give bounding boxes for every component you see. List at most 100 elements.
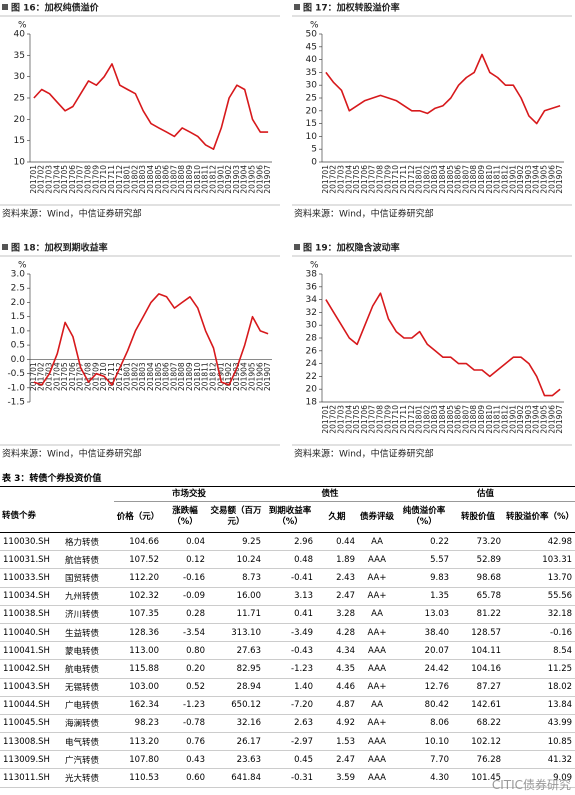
table-cell: 28.94 xyxy=(208,678,264,697)
table-cell: 1.35 xyxy=(396,587,453,606)
table-cell: 104.66 xyxy=(114,532,162,552)
table-cell: 76.28 xyxy=(452,750,505,770)
x-tick-label: 201811 xyxy=(201,165,210,194)
table-cell: -0.31 xyxy=(264,768,316,788)
x-tick-label: 201808 xyxy=(177,362,186,391)
group-header: 债性 xyxy=(264,486,397,502)
x-tick-label: 201707 xyxy=(368,165,377,194)
table-cell: 8.54 xyxy=(504,641,575,661)
x-tick-label: 201903 xyxy=(232,165,241,194)
x-tick-label: 201904 xyxy=(532,405,541,434)
x-tick-label: 201801 xyxy=(123,362,132,391)
table-cell: 4.35 xyxy=(316,659,358,679)
table-cell: 142.61 xyxy=(452,696,505,715)
table-cell: AA+ xyxy=(358,714,397,734)
table-cell: 110.53 xyxy=(114,768,162,788)
table-cell: AAA xyxy=(358,750,397,770)
table-cell: 8.73 xyxy=(208,568,264,588)
table-cell: 26.17 xyxy=(208,732,264,752)
table-cell: 102.32 xyxy=(114,587,162,606)
x-tick-label: 201806 xyxy=(162,165,171,194)
x-tick-label: 201704 xyxy=(52,165,61,194)
table-cell: 32.16 xyxy=(208,714,264,734)
source-note: 资料来源：Wind，中信证券研究部 xyxy=(2,208,142,220)
x-tick-label: 201806 xyxy=(454,165,463,194)
table-cell: AA+ xyxy=(358,568,397,588)
table-cell: 0.22 xyxy=(396,532,453,552)
x-tick-label: 201804 xyxy=(438,165,447,194)
x-tick-label: 201905 xyxy=(247,165,256,194)
x-tick-label: 201904 xyxy=(532,165,541,194)
table-cell: 128.36 xyxy=(114,623,162,643)
x-tick-label: 201905 xyxy=(539,405,548,434)
table-cell: 128.57 xyxy=(452,623,505,643)
table-cell: 2.43 xyxy=(316,568,358,588)
column-header: 转债个券 xyxy=(0,501,114,533)
x-tick-label: 201902 xyxy=(516,165,525,194)
table-row: 110031.SH 航信转债 107.52 0.12 10.24 0.48 1.89 AAA 5… xyxy=(0,550,575,570)
x-tick-label: 201807 xyxy=(461,405,470,434)
y-tick-label: 26 xyxy=(306,346,318,356)
table-cell: 5.57 xyxy=(396,550,453,570)
y-tick-label: 15 xyxy=(14,136,25,146)
x-tick-label: 201709 xyxy=(383,405,392,434)
table-cell: 16.00 xyxy=(208,587,264,606)
x-tick-label: 201807 xyxy=(169,362,178,391)
x-tick-label: 201707 xyxy=(368,405,377,434)
table-cell: 115.88 xyxy=(114,659,162,679)
x-tick-label: 201906 xyxy=(547,165,556,194)
table-row: 110040.SH 生益转债 128.36 -3.54 313.10 -3.49 4.28 A… xyxy=(0,623,575,643)
table-cell: 1.89 xyxy=(316,550,358,570)
table-cell: 无锡转债 xyxy=(62,678,114,697)
x-tick-label: 201702 xyxy=(37,165,46,194)
x-tick-label: 201808 xyxy=(469,165,478,194)
table-cell: -0.41 xyxy=(264,568,316,588)
table-cell: 113008.SH xyxy=(0,732,62,752)
table-cell: -0.78 xyxy=(162,714,208,734)
table-cell: 81.22 xyxy=(452,605,505,624)
table-cell: 87.27 xyxy=(452,678,505,697)
y-tick-label: -0.5 xyxy=(7,369,25,379)
table-cell: 0.28 xyxy=(162,605,208,624)
table-cell: 10.24 xyxy=(208,550,264,570)
x-tick-label: 201906 xyxy=(255,362,264,391)
x-tick-label: 201706 xyxy=(68,362,77,391)
x-tick-label: 201701 xyxy=(321,165,330,194)
y-tick-label: 5 xyxy=(311,145,317,155)
table-cell: 641.84 xyxy=(208,768,264,788)
table-title: 表 3：转债个券投资价值 xyxy=(2,474,102,484)
x-tick-label: 201802 xyxy=(130,362,139,391)
x-tick-label: 201706 xyxy=(68,165,77,194)
table-cell: 生益转债 xyxy=(62,623,114,643)
x-tick-label: 201903 xyxy=(232,362,241,391)
table-cell: 23.63 xyxy=(208,750,264,770)
table-row: 110033.SH 国贸转债 112.20 -0.16 8.73 -0.41 2.43 AA+… xyxy=(0,568,575,588)
y-tick-label: 40 xyxy=(14,30,26,40)
x-tick-label: 201901 xyxy=(508,165,517,194)
chart-title: 图 16：加权纯债溢价 xyxy=(11,2,100,14)
table-cell: AA xyxy=(358,696,397,715)
x-tick-label: 201903 xyxy=(524,165,533,194)
table-cell: 九州转债 xyxy=(62,587,114,606)
table-cell: 103.31 xyxy=(504,550,575,570)
x-tick-label: 201907 xyxy=(263,165,272,194)
title-icon xyxy=(294,4,300,10)
group-header: 估值 xyxy=(396,486,575,502)
x-tick-label: 201810 xyxy=(485,405,494,434)
column-header: 纯债溢价率（%） xyxy=(396,501,453,533)
table-row: 110038.SH 济川转债 107.35 0.28 11.71 0.41 3.28 AA 13… xyxy=(0,605,575,624)
x-tick-label: 201907 xyxy=(555,165,564,194)
table-cell: 光大转债 xyxy=(62,768,114,788)
table-cell: AA xyxy=(358,605,397,624)
table-cell: -0.09 xyxy=(162,587,208,606)
x-tick-label: 201807 xyxy=(169,165,178,194)
y-tick-label: 22 xyxy=(306,372,317,382)
table-row: 110045.SH 海澜转债 98.23 -0.78 32.16 2.63 4.92 AA+ 8… xyxy=(0,714,575,734)
table-cell: 110042.SH xyxy=(0,659,62,679)
x-tick-label: 201711 xyxy=(107,362,116,391)
source-note: 资料来源：Wind，中信证券研究部 xyxy=(294,208,434,220)
table-cell: 4.46 xyxy=(316,678,358,697)
x-tick-label: 201804 xyxy=(146,362,155,391)
table-cell: 110045.SH xyxy=(0,714,62,734)
y-tick-label: 34 xyxy=(306,295,318,305)
